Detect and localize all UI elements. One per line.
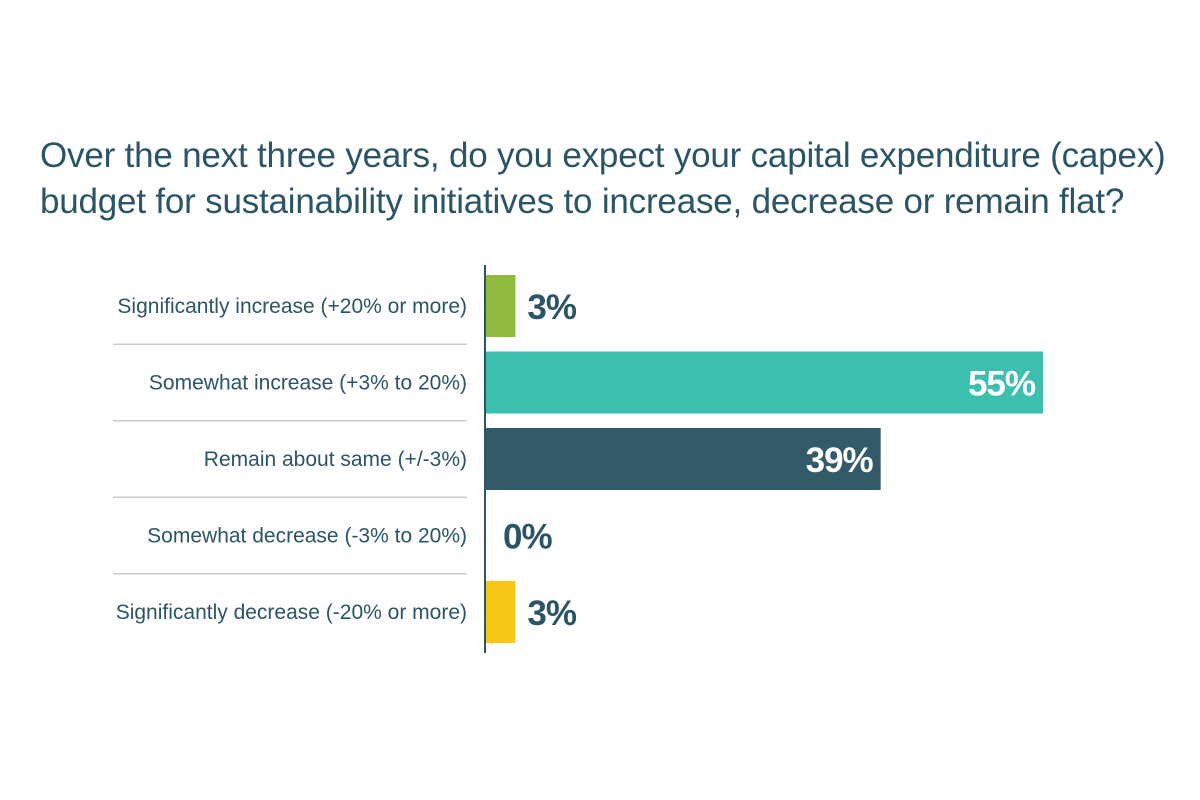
category-label: Somewhat increase (+3% to 20%) <box>149 372 467 395</box>
data-label: 3% <box>527 594 576 633</box>
category-label: Significantly increase (+20% or more) <box>117 295 467 318</box>
category-label: Somewhat decrease (-3% to 20%) <box>147 525 467 548</box>
data-label: 39% <box>806 441 874 480</box>
category-label: Remain about same (+/-3%) <box>204 448 467 471</box>
chart-title-line-2: budget for sustainability initiatives to… <box>40 182 1125 221</box>
bar <box>485 351 1043 414</box>
bar <box>485 581 516 643</box>
category-label: Significantly decrease (-20% or more) <box>116 601 467 624</box>
chart-title: Over the next three years, do you expect… <box>40 133 1166 225</box>
chart-title-line-1: Over the next three years, do you expect… <box>40 136 1166 175</box>
bar <box>485 428 881 490</box>
data-label: 3% <box>527 288 576 327</box>
data-label: 0% <box>503 518 552 557</box>
bar <box>485 275 516 337</box>
data-label: 55% <box>968 365 1036 404</box>
